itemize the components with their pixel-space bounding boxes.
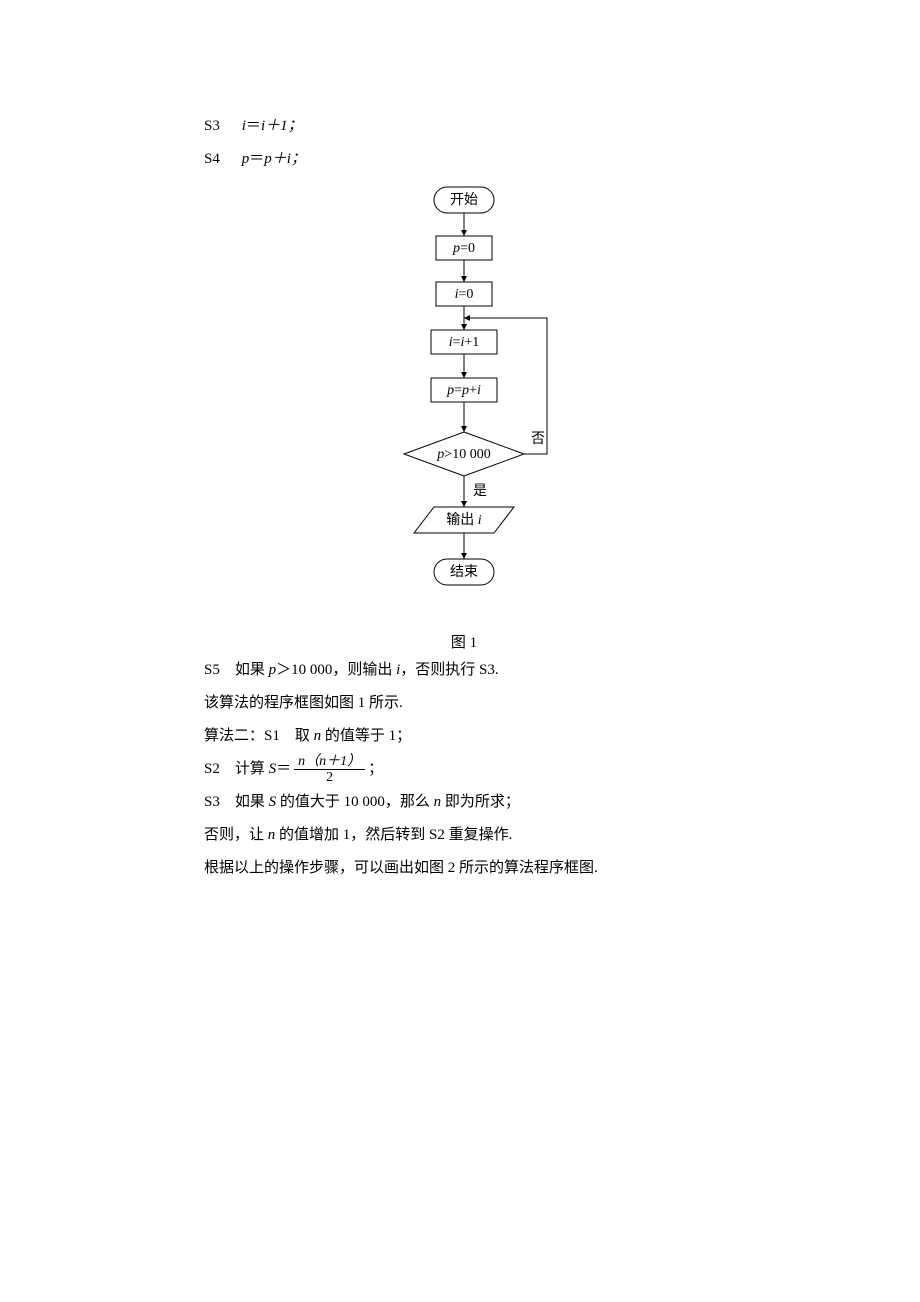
line-a: 该算法的程序框图如图 1 所示. — [204, 687, 724, 720]
step-s4: S4 p＝p＋i； — [204, 143, 724, 176]
line-d: 根据以上的操作步骤，可以画出如图 2 所示的算法程序框图. — [204, 852, 724, 885]
s3-op: ＝ — [246, 118, 261, 134]
svg-text:i=i+1: i=i+1 — [449, 335, 480, 350]
s3-rhs: i＋1； — [261, 118, 303, 134]
s5-text: S5 如果 p＞10 000，则输出 i，否则执行 S3. — [204, 662, 499, 678]
svg-text:p=0: p=0 — [452, 241, 475, 256]
svg-text:输出 i: 输出 i — [446, 512, 482, 528]
svg-text:开始: 开始 — [450, 192, 478, 208]
svg-text:p>10 000: p>10 000 — [436, 447, 490, 462]
step-s2b: S2 计算 S＝n（n＋1）2； — [204, 753, 724, 786]
svg-text:是: 是 — [473, 484, 487, 499]
s2b-lhs: S — [269, 761, 277, 777]
flowchart-figure: 开始 p=0 i=0 i=i+1 p=p+i p>10 000 输出 i 结束 否是 图 1 — [204, 182, 724, 652]
s2b-suffix: ； — [368, 761, 383, 777]
step-label-s4: S4 — [204, 143, 238, 176]
step-s5: S5 如果 p＞10 000，则输出 i，否则执行 S3. — [204, 654, 724, 687]
svg-text:i=0: i=0 — [455, 287, 474, 302]
line-b: 算法二：S1 取 n 的值等于 1； — [204, 720, 724, 753]
s4-rhs: p＋i； — [264, 151, 306, 167]
frac-den: 2 — [294, 770, 365, 785]
line-c: 否则，让 n 的值增加 1，然后转到 S2 重复操作. — [204, 819, 724, 852]
frac-num: n（n＋1） — [294, 754, 365, 770]
s4-op: ＝ — [249, 151, 264, 167]
svg-text:否: 否 — [531, 432, 545, 447]
s2b-fraction: n（n＋1）2 — [294, 754, 365, 786]
step-s3: S3 i＝i＋1； — [204, 110, 724, 143]
flowchart-svg: 开始 p=0 i=0 i=i+1 p=p+i p>10 000 输出 i 结束 否是 — [369, 182, 559, 622]
step-label-s3: S3 — [204, 110, 238, 143]
flowchart-caption: 图 1 — [204, 631, 724, 652]
svg-text:结束: 结束 — [450, 564, 478, 580]
page-content: S3 i＝i＋1； S4 p＝p＋i； 开始 p=0 i=0 i=i+1 p=p+i p>… — [0, 0, 724, 885]
s2b-prefix: S2 计算 — [204, 761, 269, 777]
step-s3b: S3 如果 S 的值大于 10 000，那么 n 即为所求； — [204, 786, 724, 819]
svg-text:p=p+i: p=p+i — [446, 383, 481, 398]
s2b-eq: ＝ — [276, 761, 291, 777]
